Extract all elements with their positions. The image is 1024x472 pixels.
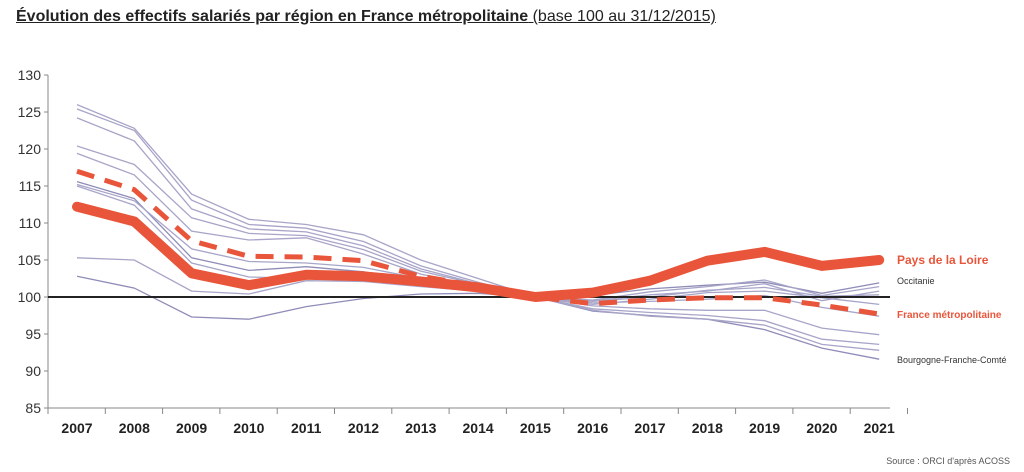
y-tick-label: 125 xyxy=(18,104,42,120)
y-tick-label: 115 xyxy=(19,178,42,194)
chart-title-main: Évolution des effectifs salariés par rég… xyxy=(16,8,529,25)
series-line-region xyxy=(76,275,880,360)
series-label-occitanie: Occitanie xyxy=(897,276,935,286)
y-tick-label: 95 xyxy=(25,326,41,342)
x-tick-label: 2016 xyxy=(577,420,608,436)
series-line-region xyxy=(76,108,880,336)
x-tick-label: 2008 xyxy=(119,420,150,436)
x-tick-label: 2010 xyxy=(233,420,264,436)
x-tick-label: 2012 xyxy=(348,420,379,436)
x-tick-label: 2011 xyxy=(291,420,322,436)
x-tick-label: 2015 xyxy=(520,420,551,436)
chart-title-sub: (base 100 au 31/12/2015) xyxy=(528,8,716,25)
x-tick-label: 2019 xyxy=(749,420,780,436)
x-tick-label: 2017 xyxy=(634,420,665,436)
y-tick-label: 105 xyxy=(18,252,42,268)
y-tick-label: 130 xyxy=(18,67,42,83)
y-tick-label: 120 xyxy=(18,141,42,157)
y-tick-label: 110 xyxy=(19,215,42,231)
chart-title: Évolution des effectifs salariés par rég… xyxy=(16,8,716,26)
y-tick-label: 100 xyxy=(18,289,42,305)
y-tick-label: 85 xyxy=(25,400,41,416)
x-tick-label: 2013 xyxy=(405,420,436,436)
x-tick-label: 2007 xyxy=(61,420,92,436)
x-tick-label: 2020 xyxy=(806,420,837,436)
series-label-pays-de-la-loire: Pays de la Loire xyxy=(897,253,989,267)
x-tick-label: 2018 xyxy=(692,420,723,436)
x-tick-label: 2009 xyxy=(176,420,207,436)
x-tick-label: 2014 xyxy=(463,420,494,436)
source-note: Source : ORCI d'après ACOSS xyxy=(886,456,1010,466)
series-label-france-metropolitaine: France métropolitaine xyxy=(897,310,1002,321)
x-tick-label: 2021 xyxy=(864,420,895,436)
y-tick-label: 90 xyxy=(25,363,41,379)
series-line-france-metropolitaine xyxy=(76,168,880,317)
series-label-bourgogne-franche-comte: Bourgogne-Franche-Comté xyxy=(897,355,1007,365)
series-line-region xyxy=(76,103,880,306)
series-line-pays-de-la-loire xyxy=(72,201,885,302)
series-line-region xyxy=(76,180,880,298)
